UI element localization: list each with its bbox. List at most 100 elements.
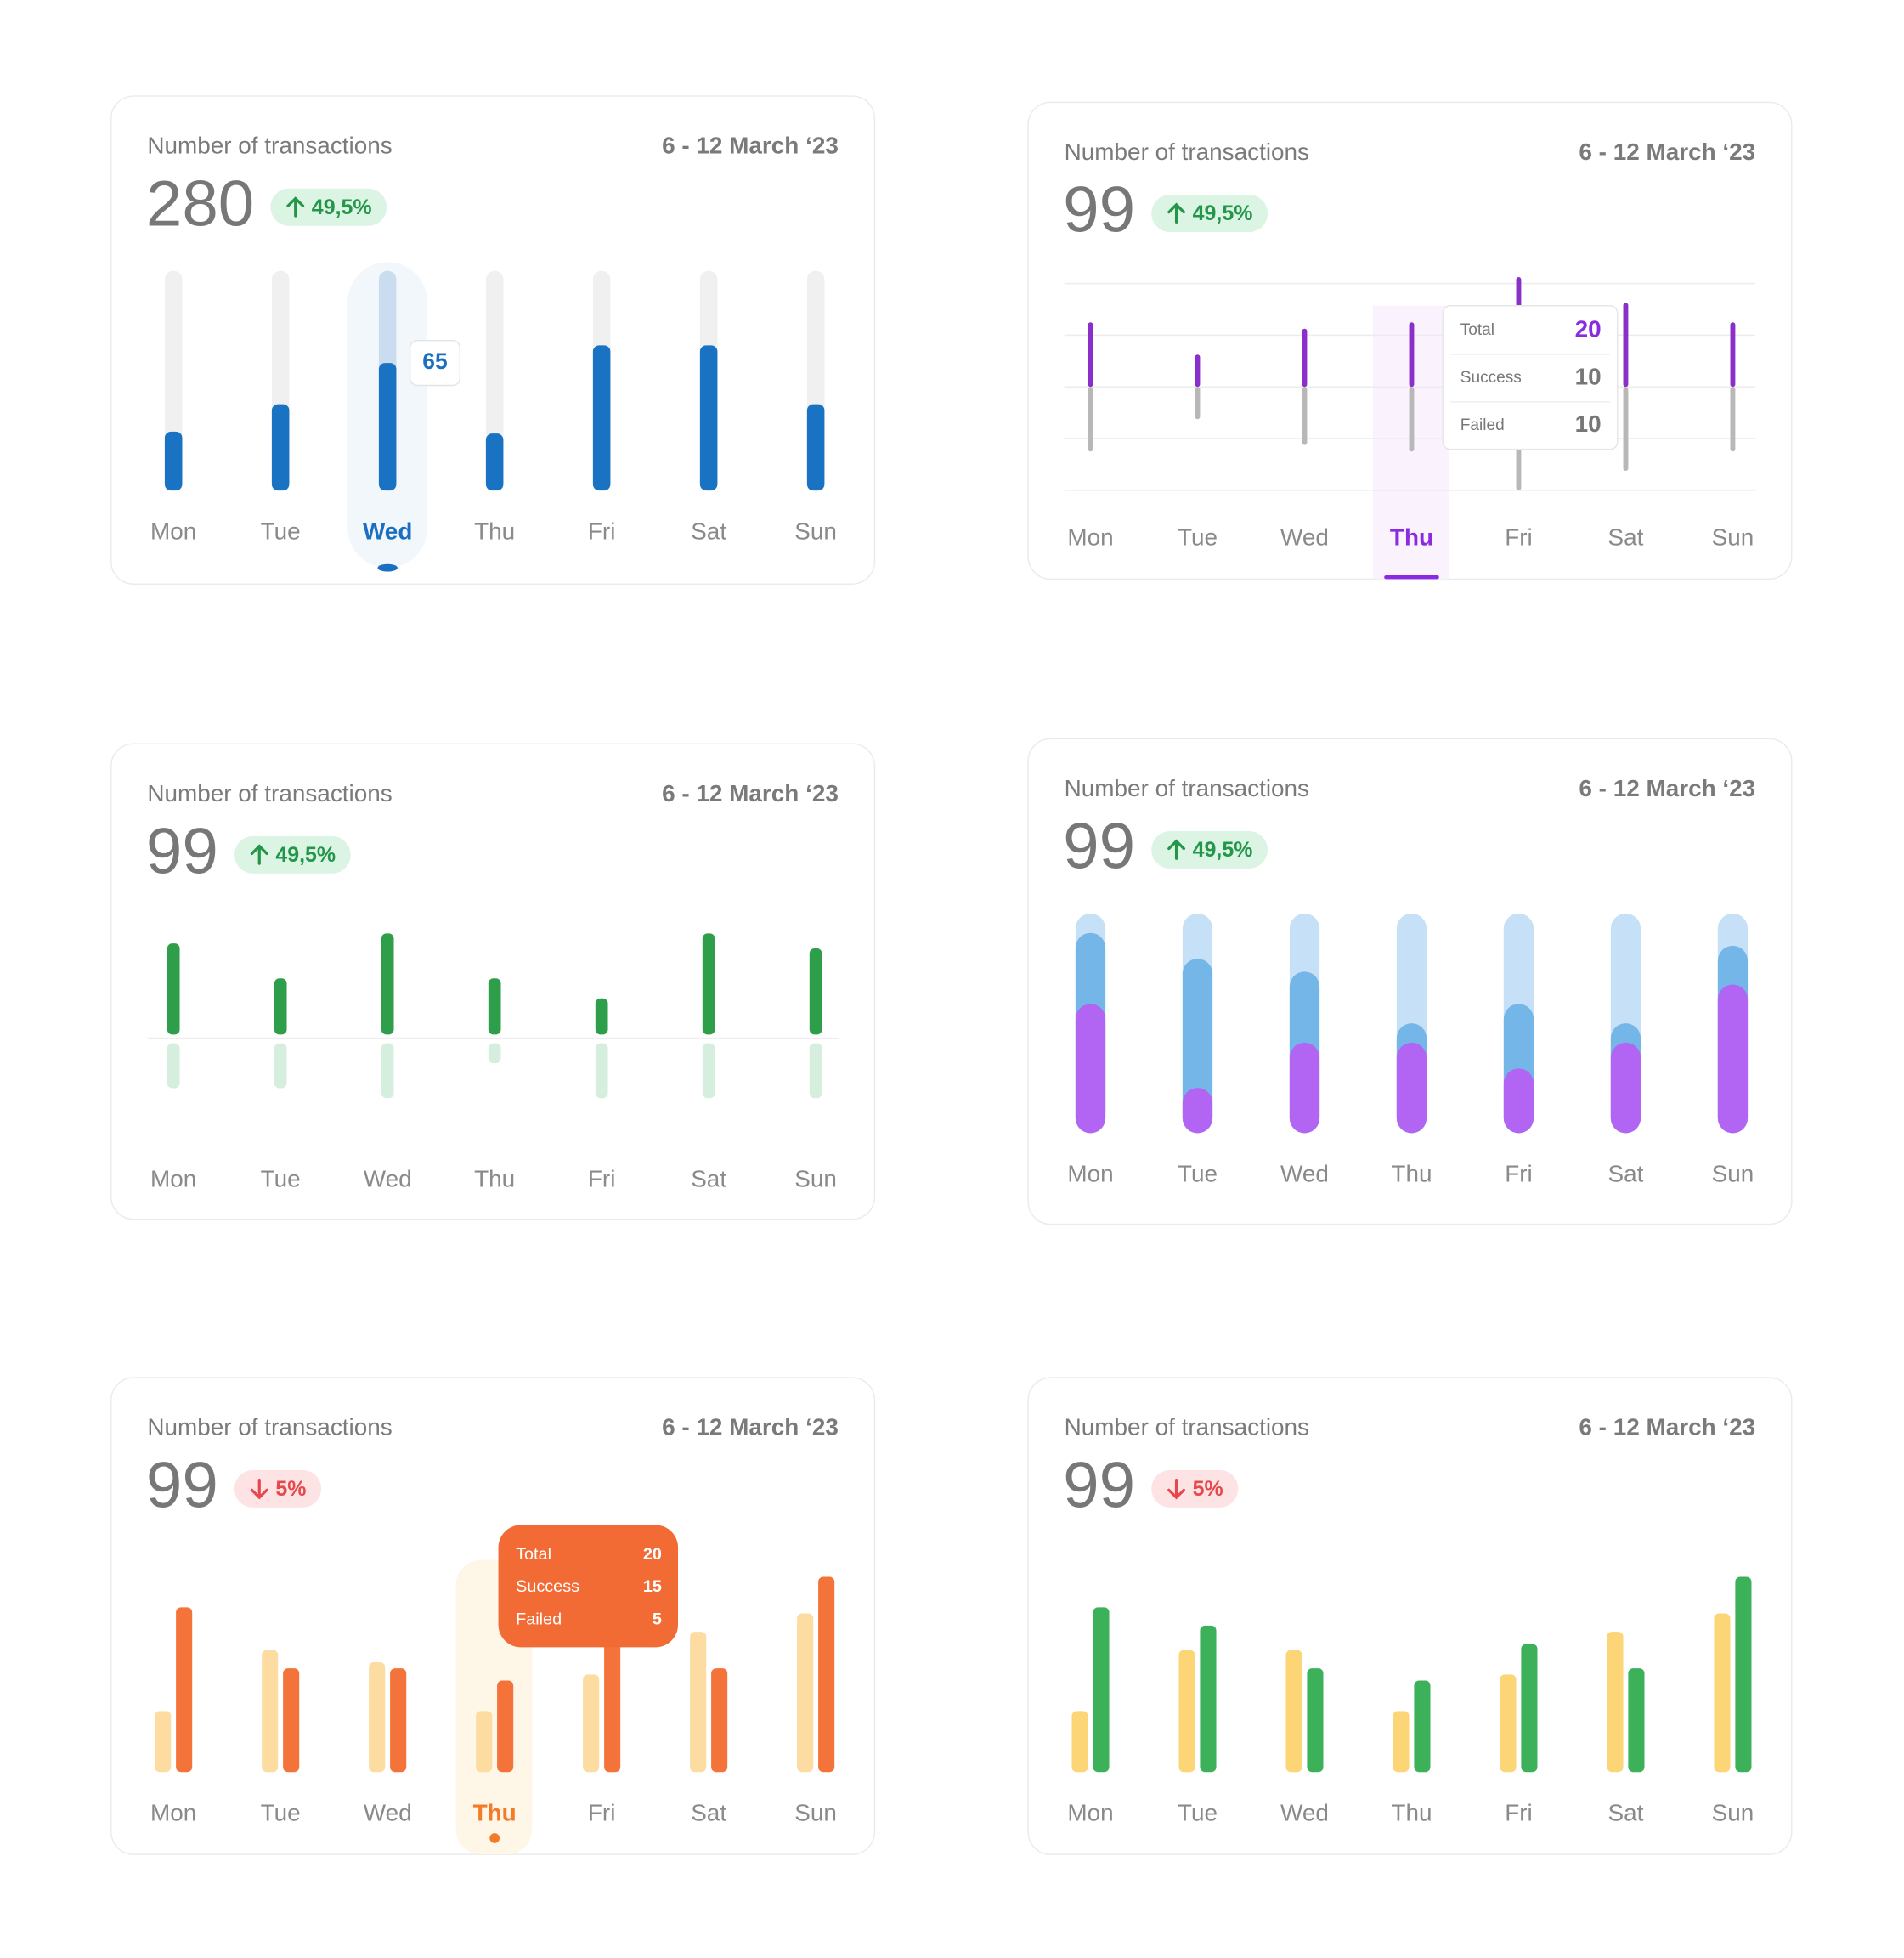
bar xyxy=(283,1668,300,1773)
x-tick-label: Fri xyxy=(1505,1800,1533,1826)
success-bar xyxy=(1302,328,1308,388)
x-tick-label: Wed xyxy=(364,1166,412,1192)
chart-title: Number of transactions xyxy=(1065,139,1309,165)
chart-title: Number of transactions xyxy=(147,780,392,806)
stack-segment xyxy=(1503,1068,1534,1134)
tooltip-label: Total xyxy=(1460,321,1494,339)
change-value: 49,5% xyxy=(275,843,336,867)
tooltip-label: Failed xyxy=(516,1610,562,1628)
stack-segment xyxy=(1075,1004,1106,1134)
stack-segment xyxy=(1289,1042,1320,1134)
success-bar xyxy=(1195,354,1201,388)
stack-segment xyxy=(1717,984,1749,1134)
failed-bar xyxy=(809,1043,822,1099)
bar xyxy=(1178,1650,1195,1773)
bar xyxy=(818,1576,835,1773)
badge-background xyxy=(1151,830,1268,869)
selection-dot xyxy=(489,1833,500,1843)
trend-arrow xyxy=(286,196,305,218)
tooltip-label: Success xyxy=(516,1577,579,1596)
failed-bar xyxy=(1730,387,1736,452)
bar xyxy=(1714,1613,1731,1773)
failed-bar xyxy=(1409,387,1415,452)
success-bar xyxy=(1409,322,1415,388)
change-badge: 49,5% xyxy=(1151,830,1268,869)
failed-bar xyxy=(1195,387,1201,420)
x-tick-label: Sun xyxy=(794,1166,837,1192)
bar xyxy=(1093,1607,1110,1773)
failed-bar xyxy=(274,1043,287,1089)
bar xyxy=(1500,1674,1517,1773)
tooltip: Total 20 Success 15 Failed 5 xyxy=(498,1525,679,1648)
success-bar xyxy=(1623,303,1629,388)
date-range: 6 - 12 March ‘23 xyxy=(1579,139,1755,165)
failed-bar xyxy=(702,1043,715,1099)
tooltip-label: Success xyxy=(1460,369,1522,387)
tooltip-value: 10 xyxy=(1575,363,1602,389)
tooltip-label: Total xyxy=(516,1545,551,1564)
value-label: 65 xyxy=(422,348,447,374)
change-badge: 49,5% xyxy=(1151,195,1268,233)
success-bar xyxy=(381,933,394,1035)
bar xyxy=(1071,1711,1088,1773)
x-tick-label: Mon xyxy=(150,518,196,544)
total-value: 99 xyxy=(1063,811,1135,883)
success-bar xyxy=(809,948,822,1035)
bar xyxy=(271,404,290,491)
x-tick-label: Sun xyxy=(794,1800,837,1826)
change-badge: 5% xyxy=(1151,1469,1239,1508)
selection-dot xyxy=(377,563,398,572)
change-value: 49,5% xyxy=(312,195,372,219)
trend-arrow xyxy=(250,844,268,865)
total-value: 280 xyxy=(146,167,254,240)
bar xyxy=(690,1632,707,1773)
chart-title: Number of transactions xyxy=(1065,775,1309,801)
bar xyxy=(797,1613,814,1773)
bar xyxy=(583,1674,600,1773)
badge-background xyxy=(234,1469,322,1508)
x-tick-label: Fri xyxy=(588,518,616,544)
x-tick-label: Tue xyxy=(261,1800,301,1826)
bar xyxy=(262,1650,279,1773)
stack-segment xyxy=(1610,1042,1641,1134)
failed-bar xyxy=(167,1043,180,1089)
x-tick-label: Thu xyxy=(474,518,515,544)
x-tick-label: Sat xyxy=(1608,524,1644,551)
x-tick-label: Tue xyxy=(261,1166,301,1192)
change-value: 5% xyxy=(275,1477,306,1501)
selection-underline xyxy=(1384,574,1439,580)
bar xyxy=(485,433,504,491)
x-tick-label: Fri xyxy=(588,1800,616,1826)
x-tick-label: Mon xyxy=(1067,524,1113,551)
trend-arrow xyxy=(1167,839,1185,860)
failed-bar xyxy=(595,1043,608,1099)
x-tick-label: Tue xyxy=(1178,1161,1218,1187)
x-tick-label: Thu xyxy=(474,1166,515,1192)
x-tick-label: Thu xyxy=(473,1800,517,1826)
success-bar xyxy=(595,998,608,1035)
bar xyxy=(711,1668,728,1773)
success-bar xyxy=(274,978,287,1035)
tooltip-value: 20 xyxy=(1575,316,1602,342)
x-tick-label: Mon xyxy=(1067,1800,1113,1826)
stack-segment xyxy=(1396,1042,1427,1134)
chart-card: Number of transactions 6 - 12 March ‘23 99… xyxy=(110,1377,876,1855)
badge-background xyxy=(234,835,351,874)
bar xyxy=(1393,1711,1410,1773)
bar xyxy=(592,345,611,491)
change-value: 49,5% xyxy=(1193,838,1253,862)
badge-background xyxy=(270,188,387,226)
date-range: 6 - 12 March ‘23 xyxy=(662,133,839,159)
failed-bar xyxy=(1302,387,1308,445)
x-tick-label: Mon xyxy=(1067,1161,1113,1187)
badge-background xyxy=(1151,1469,1239,1508)
tooltip-value: 10 xyxy=(1575,410,1602,437)
value-label-box xyxy=(409,339,461,387)
trend-arrow xyxy=(250,1478,268,1500)
chart-card: Number of transactions 6 - 12 March ‘23 99… xyxy=(1027,1377,1793,1855)
x-tick-label: Sun xyxy=(1712,1800,1754,1826)
x-tick-label: Wed xyxy=(363,518,412,544)
x-tick-label: Fri xyxy=(1505,524,1533,551)
tooltip: Total 20 Success 10 Failed 10 xyxy=(1442,305,1619,450)
